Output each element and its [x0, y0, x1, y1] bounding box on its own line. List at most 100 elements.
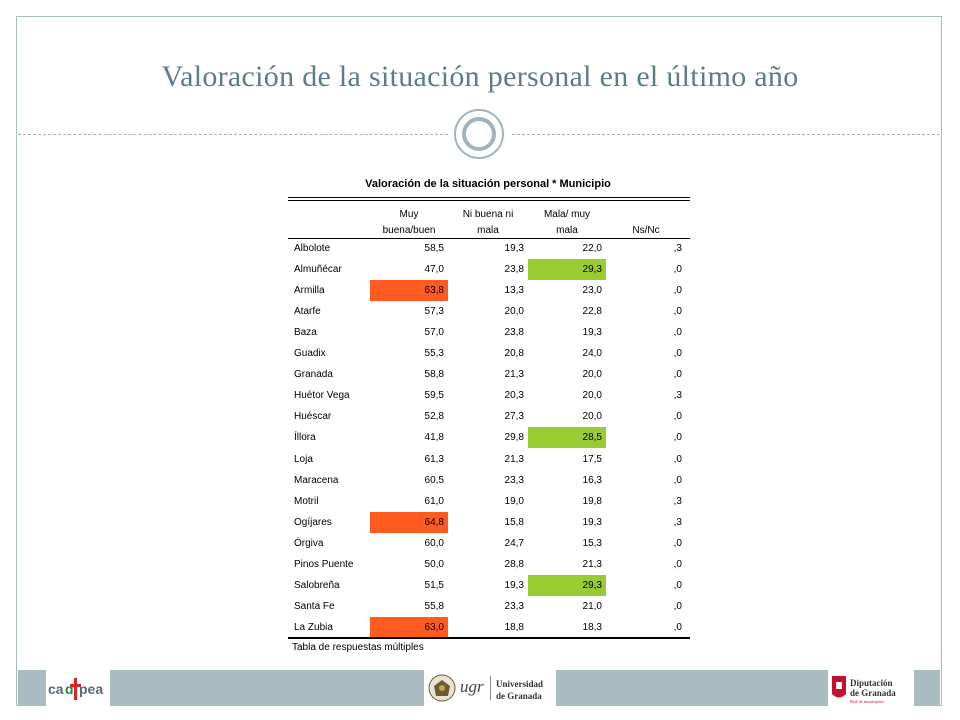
table-cell: 55,8 [424, 600, 444, 612]
table-cell: 29,3 [528, 259, 606, 281]
table-row: Maracena 60,5 23,3 16,3 ,0 [288, 470, 690, 491]
table-cell: 21,3 [504, 369, 524, 381]
row-label: Armilla [294, 285, 325, 297]
column-header-line: Muy [399, 209, 419, 220]
table-cell: ,0 [673, 306, 682, 318]
row-label: Ogíjares [294, 516, 332, 528]
table-cell: 63,8 [370, 280, 448, 302]
table-row: Guadix 55,3 20,8 24,0 ,0 [288, 343, 690, 364]
table-cell: 60,0 [424, 537, 444, 549]
table-cell: ,0 [673, 264, 682, 276]
column-header-line: mala [477, 225, 499, 236]
row-label: Almuñécar [294, 264, 342, 276]
table-cell: ,0 [673, 411, 682, 423]
table-row: La Zubia 63,0 18,8 18,3 ,0 [288, 616, 690, 638]
ugr-logo-mark: ugr Universidad de Granada [428, 674, 543, 702]
table-cell: 29,8 [504, 432, 524, 444]
table-cell: ,0 [673, 579, 682, 591]
column-header-line: Mala/ muy [543, 209, 591, 220]
row-label: Salobreña [294, 579, 340, 591]
ugr-text: ugr [460, 677, 484, 696]
cadpea-logo-mark: ca d pea [46, 676, 110, 700]
ugr-logo: ugr Universidad de Granada [424, 670, 556, 706]
diputacion-logo: Diputación de Granada Red de municipios [828, 670, 914, 706]
row-label: Motril [294, 495, 319, 507]
column-header-ns-nc: Ns/Nc [606, 207, 686, 239]
table-row: Motril 61,0 19,0 19,8 ,3 [288, 491, 690, 512]
table-row: Armilla 63,8 13,3 23,0 ,0 [288, 280, 690, 302]
table-cell: 22,0 [582, 243, 602, 254]
table-cell: 23,0 [582, 285, 602, 297]
table-cell: 27,3 [504, 411, 524, 423]
table-row: Loja 61,3 21,3 17,5 ,0 [288, 449, 690, 470]
table-rule [288, 197, 690, 198]
table-cell: 52,8 [424, 411, 444, 423]
table-cell: 41,8 [424, 432, 444, 444]
table-cell: 58,5 [424, 243, 444, 254]
table-cell: ,0 [673, 558, 682, 570]
diputacion-text-2: de Granada [850, 688, 896, 698]
table-cell: 57,0 [424, 327, 444, 339]
table-row: Albolote 58,5 19,3 22,0 ,3 [288, 238, 690, 259]
table-cell: 63,0 [370, 616, 448, 638]
column-header-mala-muy-mala: Mala/ muy mala [528, 207, 606, 239]
diputacion-logo-mark: Diputación de Granada Red de municipios [832, 676, 896, 704]
column-header-line: buena/buen [382, 225, 436, 236]
table-cell: 24,7 [504, 537, 524, 549]
column-header-line: mala [556, 225, 578, 236]
svg-text:ca: ca [48, 681, 64, 697]
column-header-ni-buena-ni-mala: Ni buena ni mala [448, 207, 528, 239]
table-cell: 20,0 [582, 369, 602, 381]
table-cell: 21,3 [582, 558, 602, 570]
table-cell: 21,0 [582, 600, 602, 612]
table-cell: ,0 [673, 432, 682, 444]
row-label: Loja [294, 453, 313, 465]
table-cell: 18,8 [504, 621, 524, 633]
row-label: Íllora [294, 432, 316, 444]
table-cell: 20,0 [582, 411, 602, 423]
diputacion-text-3: Red de municipios [850, 699, 884, 704]
table-cell: 23,3 [504, 474, 524, 486]
table-cell: 24,0 [582, 348, 602, 360]
table-cell: 29,3 [528, 574, 606, 596]
table-cell: ,0 [673, 453, 682, 465]
table-footnote: Tabla de respuestas múltiples [292, 642, 424, 653]
table-cell: 19,3 [582, 327, 602, 339]
table-title: Valoración de la situación personal * Mu… [365, 178, 611, 190]
row-label: Órgiva [294, 537, 324, 549]
table-row: Órgiva 60,0 24,7 15,3 ,0 [288, 533, 690, 554]
ugr-text-3: de Granada [496, 691, 542, 701]
table-cell: ,0 [673, 474, 682, 486]
row-label: Pinos Puente [294, 558, 354, 570]
table-bottom-rule [288, 637, 690, 639]
table-row: Salobreña 51,5 19,3 29,3 ,0 [288, 574, 690, 596]
table-row: Baza 57,0 23,8 19,3 ,0 [288, 322, 690, 343]
table-cell: ,3 [673, 516, 682, 528]
table-cell: ,0 [673, 369, 682, 381]
table-cell: 51,5 [424, 579, 444, 591]
table-cell: 21,3 [504, 453, 524, 465]
divider-left [18, 134, 448, 135]
ornament-ring-inner [462, 117, 496, 151]
table-cell: 19,3 [582, 516, 602, 528]
table-cell: 20,3 [504, 390, 524, 402]
row-label: La Zubia [294, 621, 333, 633]
table-cell: 59,5 [424, 390, 444, 402]
column-header-line: Ns/Nc [632, 225, 660, 236]
table-row: Pinos Puente 50,0 28,8 21,3 ,0 [288, 554, 690, 575]
divider-right [512, 134, 940, 135]
table-cell: ,3 [673, 390, 682, 402]
table-cell: 19,8 [582, 495, 602, 507]
table-row: Huétor Vega 59,5 20,3 20,0 ,3 [288, 385, 690, 406]
row-label: Albolote [294, 243, 331, 254]
column-header-muy-buena: Muy buena/buen [370, 207, 448, 239]
column-header-line [606, 207, 686, 223]
row-label: Guadix [294, 348, 326, 360]
ornament-ring [454, 109, 504, 159]
svg-text:pea: pea [79, 681, 103, 697]
table-header-rule [288, 238, 690, 239]
table-cell: ,0 [673, 600, 682, 612]
table-cell: 22,8 [582, 306, 602, 318]
table-cell: ,0 [673, 537, 682, 549]
table-cell: 47,0 [424, 264, 444, 276]
